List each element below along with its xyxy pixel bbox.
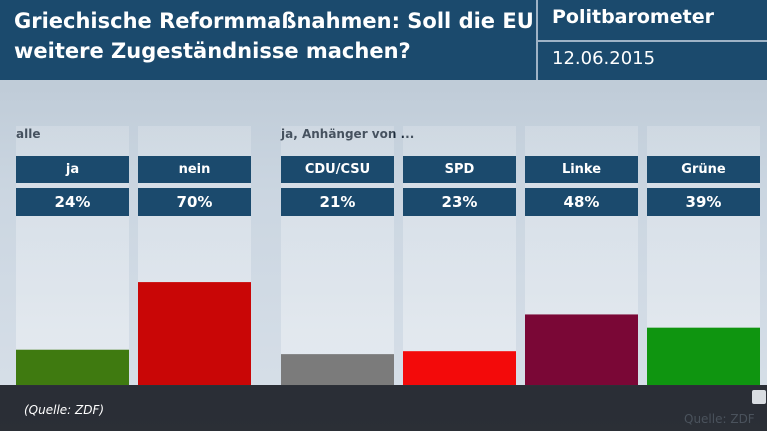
group-label-supporters: ja, Anhänger von ...: [281, 127, 414, 141]
header-divider: [536, 0, 538, 80]
category-label-linke: Linke: [525, 156, 638, 183]
data-label-gruene: 39%: [647, 188, 760, 216]
brand-label: Politbarometer: [552, 6, 714, 28]
category-label-nein: nein: [138, 156, 251, 183]
category-label-cdu-csu: CDU/CSU: [281, 156, 394, 183]
chevron-icon[interactable]: [752, 390, 766, 404]
category-label-spd: SPD: [403, 156, 516, 183]
bar-gr-ne: [647, 327, 760, 385]
chart-title: Griechische Reformmaßnahmen: Soll die EU…: [14, 6, 534, 66]
source-caption: (Quelle: ZDF): [24, 403, 105, 417]
group-label-all: alle: [16, 127, 40, 141]
bar-nein: [138, 282, 251, 385]
bar-ja: [16, 349, 129, 385]
data-label-ja: 24%: [16, 188, 129, 216]
category-label-gruene: Grüne: [647, 156, 760, 183]
data-label-cdu-csu: 21%: [281, 188, 394, 216]
bar-cdu-csu: [281, 354, 394, 385]
data-label-linke: 48%: [525, 188, 638, 216]
bar-linke: [525, 314, 638, 385]
date-label: 12.06.2015: [552, 48, 656, 69]
chart-title-line-1: Griechische Reformmaßnahmen: Soll die EU: [14, 9, 534, 33]
chart-header: Griechische Reformmaßnahmen: Soll die EU…: [0, 0, 767, 80]
caption-bar: [0, 385, 767, 431]
bar-spd: [403, 351, 516, 385]
header-separator: [538, 40, 767, 42]
chart-title-line-2: weitere Zugeständnisse machen?: [14, 39, 411, 63]
source-corner-label: Quelle: ZDF: [684, 412, 755, 426]
category-label-ja: ja: [16, 156, 129, 183]
data-label-spd: 23%: [403, 188, 516, 216]
data-label-nein: 70%: [138, 188, 251, 216]
